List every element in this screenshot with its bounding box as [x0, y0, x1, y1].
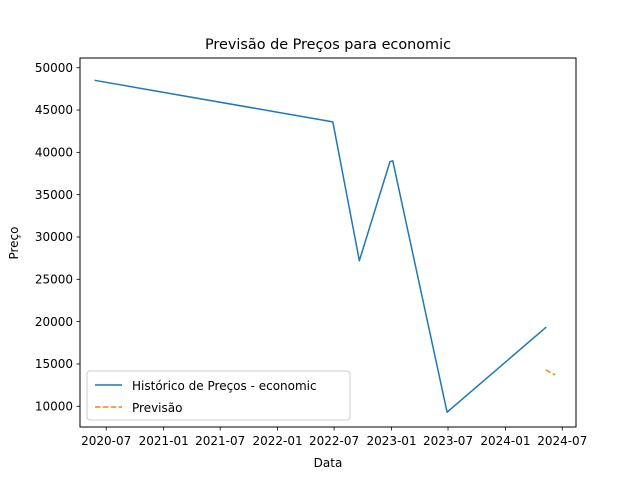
legend-label-previsao: Previsão — [132, 401, 182, 415]
y-tick-label: 25000 — [35, 273, 73, 287]
y-tick-label: 30000 — [35, 230, 73, 244]
x-tick-label: 2022-01 — [253, 434, 303, 448]
chart-title: Previsão de Preços para economic — [205, 37, 451, 53]
y-tick-label: 50000 — [35, 61, 73, 75]
x-axis: 2020-07 2021-01 2021-07 2022-01 2022-07 2023-… — [81, 427, 587, 448]
series-line-historico-de-precos-economic — [94, 79, 547, 413]
x-tick-label: 2020-07 — [81, 434, 131, 448]
x-tick-label: 2023-01 — [366, 434, 416, 448]
y-tick-label: 45000 — [35, 103, 73, 117]
series-layer — [94, 79, 556, 413]
x-axis-label: Data — [314, 456, 343, 470]
legend: Histórico de Preços - economic Previsão — [86, 370, 351, 421]
y-axis-label: Preço — [7, 226, 21, 259]
plot-area — [80, 58, 576, 427]
x-tick-label: 2021-01 — [139, 434, 189, 448]
y-axis: 10000 15000 20000 25000 30000 35000 40000 45000… — [35, 61, 80, 413]
y-tick-label: 15000 — [35, 357, 73, 371]
legend-frame — [86, 370, 351, 421]
y-tick-label: 20000 — [35, 315, 73, 329]
x-tick-label: 2021-07 — [195, 434, 245, 448]
legend-label-historico: Histórico de Preços - economic — [132, 379, 317, 393]
x-tick-label: 2024-01 — [480, 434, 530, 448]
y-tick-label: 40000 — [35, 146, 73, 160]
y-tick-label: 35000 — [35, 188, 73, 202]
x-tick-label: 2024-07 — [537, 434, 587, 448]
plot-frame — [79, 57, 577, 428]
x-tick-label: 2023-07 — [423, 434, 473, 448]
x-tick-label: 2022-07 — [309, 434, 359, 448]
y-tick-label: 10000 — [35, 399, 73, 413]
series-line-previsao — [545, 369, 556, 376]
